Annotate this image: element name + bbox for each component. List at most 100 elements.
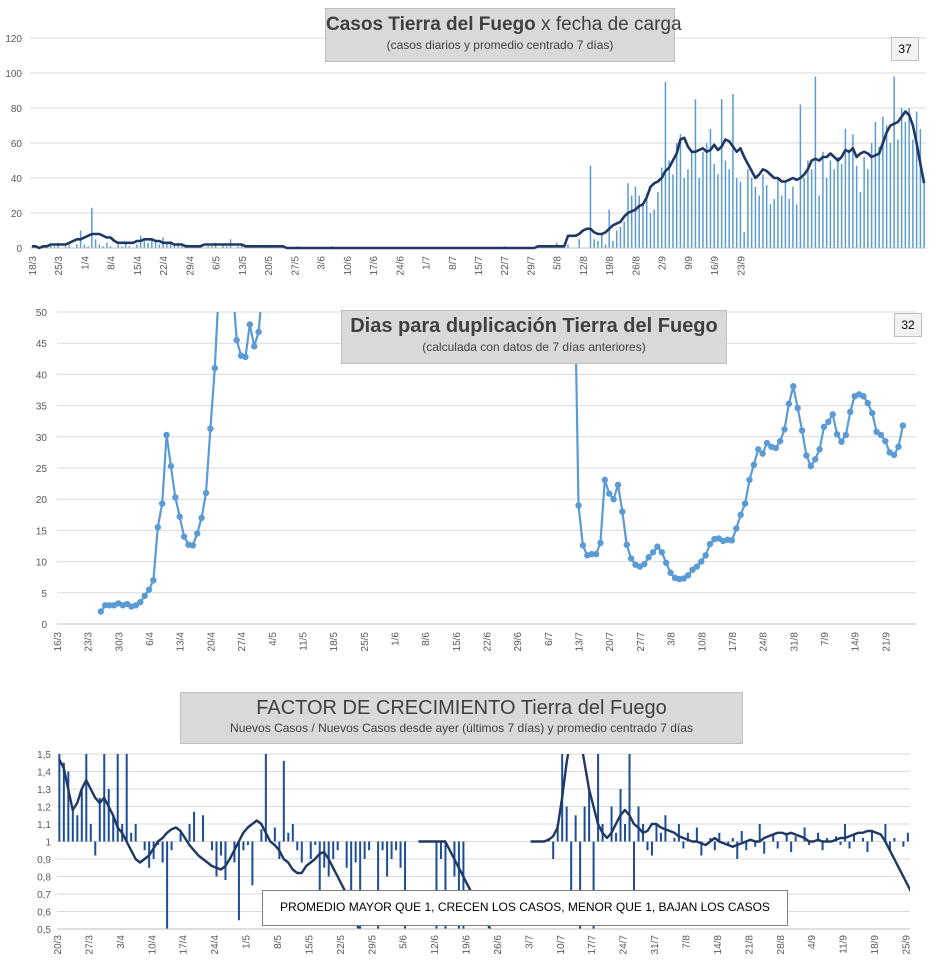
- x-tick-label: 26/6: [493, 935, 504, 955]
- growth-bar: [902, 841, 905, 847]
- daily-cases-bar: [675, 143, 678, 248]
- x-tick-label: 29/4: [185, 256, 196, 276]
- x-tick-label: 8/7: [448, 256, 459, 270]
- y-tick-label: 80: [11, 104, 23, 115]
- growth-bar: [377, 841, 380, 929]
- growth-bar: [89, 824, 92, 842]
- x-tick-label: 18/9: [870, 935, 881, 955]
- growth-bar: [686, 832, 689, 842]
- growth-bar: [844, 824, 847, 842]
- growth-bar: [404, 841, 407, 929]
- x-tick-label: 22/7: [500, 256, 511, 276]
- daily-cases-bar: [94, 239, 97, 248]
- x-tick-label: 8/4: [107, 256, 118, 270]
- x-tick-label: 4/9: [807, 935, 818, 949]
- daily-cases-bar: [777, 178, 779, 248]
- x-tick-label: 8/5: [273, 935, 284, 949]
- daily-cases-bar: [567, 244, 569, 248]
- data-point: [750, 461, 758, 469]
- data-point: [794, 404, 801, 412]
- daily-cases-bar: [683, 178, 685, 248]
- x-tick-label: 15/4: [133, 256, 144, 276]
- growth-bar: [574, 815, 577, 842]
- data-point: [137, 598, 144, 606]
- growth-bar: [740, 831, 743, 842]
- daily-cases-bar: [807, 160, 809, 248]
- growth-bar: [116, 754, 119, 842]
- x-tick-label: 31/7: [650, 935, 661, 955]
- daily-cases-bar: [885, 125, 888, 248]
- daily-cases-bar: [780, 195, 783, 248]
- data-point: [211, 364, 218, 372]
- daily-cases-bar: [848, 151, 850, 248]
- daily-cases-bar: [739, 181, 742, 248]
- average-line: [530, 754, 910, 893]
- data-point: [233, 336, 240, 344]
- growth-bar: [246, 841, 249, 845]
- y-tick-label: 25: [36, 464, 48, 475]
- chart-title-rest: x fecha de carga: [535, 14, 682, 35]
- growth-bar: [637, 806, 640, 842]
- data-point: [579, 542, 587, 549]
- growth-bar: [718, 832, 721, 842]
- growth-bar: [579, 841, 582, 929]
- daily-cases-bar: [128, 246, 131, 248]
- x-tick-label: 5/8: [553, 256, 564, 270]
- y-tick-label: 0,7: [37, 890, 51, 901]
- x-tick-label: 7/8: [682, 935, 693, 949]
- growth-bar: [650, 841, 653, 856]
- growth-bar: [597, 754, 600, 842]
- daily-cases-bar: [226, 246, 228, 248]
- data-point: [860, 393, 867, 400]
- daily-cases-bar: [634, 186, 637, 248]
- x-tick-label: 14/9: [851, 632, 862, 652]
- x-tick-label: 17/4: [179, 935, 190, 955]
- daily-cases-bar: [169, 241, 172, 248]
- x-tick-label: 23/9: [736, 256, 747, 276]
- growth-bar: [76, 815, 79, 842]
- data-point: [864, 399, 871, 407]
- y-tick-label: 50: [36, 308, 48, 319]
- growth-bar: [700, 841, 703, 856]
- growth-bar: [368, 841, 371, 851]
- growth-bar: [794, 836, 797, 842]
- growth-bar: [888, 841, 891, 851]
- daily-cases-bar: [83, 244, 86, 248]
- daily-cases-bar: [900, 108, 903, 248]
- x-tick-label: 8/6: [421, 632, 432, 646]
- daily-cases-bar: [825, 178, 828, 248]
- growth-bar: [565, 806, 568, 842]
- daily-cases-bar: [222, 244, 224, 248]
- daily-cases-bar: [822, 151, 824, 248]
- x-tick-label: 25/9: [902, 935, 913, 955]
- daily-cases-bar: [687, 169, 689, 248]
- data-point: [895, 443, 902, 450]
- daily-cases-bar: [908, 108, 910, 248]
- data-point: [847, 408, 854, 416]
- daily-cases-bar: [109, 246, 112, 248]
- daily-cases-bar: [76, 244, 78, 248]
- daily-cases-bar: [166, 242, 168, 248]
- growth-bar: [395, 841, 398, 851]
- y-tick-label: 40: [11, 174, 23, 185]
- cases-chart: 0 20 40 60 80 100 120 18/3 25/3 1/4 8/4 15/4 22/4 29/…: [5, 34, 926, 276]
- growth-bar: [381, 841, 384, 851]
- data-point: [877, 431, 885, 439]
- x-tick-label: 23/3: [84, 632, 95, 652]
- data-point: [746, 476, 753, 484]
- data-point: [833, 431, 841, 438]
- y-tick-label: 35: [36, 402, 48, 413]
- x-tick-label: 29/5: [367, 935, 378, 955]
- x-tick-label: 28/8: [776, 935, 787, 955]
- daily-cases-bar: [833, 169, 835, 248]
- x-tick-label: 26/8: [631, 256, 642, 276]
- growth-bar: [677, 824, 680, 842]
- data-point: [763, 439, 771, 447]
- daily-cases-bar: [64, 246, 67, 248]
- x-tick-label: 18/5: [329, 632, 340, 652]
- growth-bar: [291, 824, 294, 842]
- growth-bar: [130, 832, 133, 842]
- data-point: [180, 533, 188, 540]
- growth-bar: [336, 841, 339, 851]
- x-tick-label: 24/8: [759, 632, 770, 652]
